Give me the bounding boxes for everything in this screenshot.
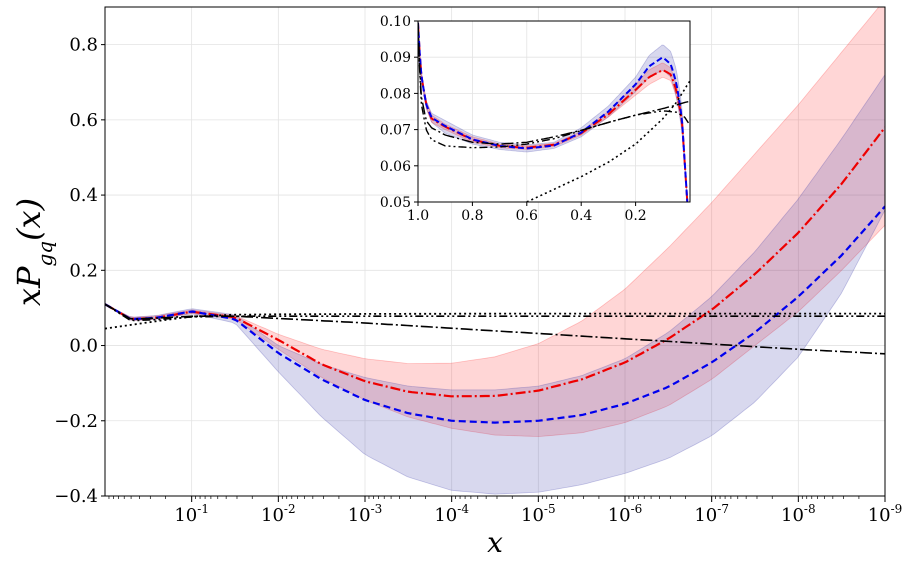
main-x-tick-label: 10-6 [608, 502, 643, 526]
inset-x-tick-label: 1.0 [407, 208, 429, 224]
main-x-tick-label-base: 10 [868, 505, 891, 526]
main-y-tick-label: 0.0 [69, 336, 98, 357]
main-x-tick-label-base: 10 [521, 505, 544, 526]
y-axis-title-argument: (x) [10, 198, 48, 241]
inset-y-axis-ticks: 0.05 0.06 0.07 0.08 0.09 0.10 [380, 14, 418, 211]
main-x-axis-ticks: 10-1 10-2 10-3 10-4 10-5 10-6 10-7 10-8 10-9 [108, 496, 903, 526]
inset-series-lines [418, 22, 690, 202]
main-x-tick-label-exponent: -7 [717, 502, 729, 516]
black-dotted [105, 312, 885, 330]
main-y-tick-label: −0.2 [54, 411, 98, 432]
inset-y-tick-label: 0.08 [380, 86, 411, 102]
main-x-tick-label-base: 10 [174, 505, 197, 526]
main-x-tick-label: 10-3 [348, 502, 383, 526]
y-axis-title-subscript: gq [33, 241, 57, 267]
main-x-tick-label: 10-5 [521, 502, 556, 526]
x-axis-title: x [487, 526, 503, 559]
inset-blue-central [418, 22, 689, 202]
main-x-tick-label: 10-1 [174, 502, 209, 526]
main-x-tick-label-base: 10 [348, 505, 371, 526]
inset-plot: 0.05 0.06 0.07 0.08 0.09 0.10 1.0 0.8 0.6 0.4 0.2 [380, 14, 691, 224]
inset-black-dashdotdot [418, 22, 690, 149]
main-x-tick-label: 10-2 [261, 502, 296, 526]
inset-x-axis-ticks: 1.0 0.8 0.6 0.4 0.2 [407, 202, 647, 224]
inset-y-tick-label: 0.06 [380, 159, 411, 175]
main-y-tick-label: 0.4 [69, 185, 98, 206]
inset-x-tick-label: 0.8 [461, 208, 483, 224]
main-x-tick-label-exponent: -3 [371, 502, 383, 516]
main-series-lines [105, 126, 885, 424]
inset-black-dotted [526, 80, 690, 202]
main-x-tick-label: 10-8 [781, 502, 816, 526]
red-central [105, 126, 885, 398]
inset-x-tick-label: 0.4 [570, 208, 592, 224]
main-x-tick-label-exponent: -2 [284, 502, 296, 516]
inset-y-tick-label: 0.07 [380, 123, 411, 139]
main-y-tick-label: −0.4 [54, 486, 98, 507]
main-x-tick-label-exponent: -1 [197, 502, 209, 516]
main-x-tick-label-base: 10 [261, 505, 284, 526]
main-y-tick-label: 0.2 [69, 260, 98, 281]
inset-y-tick-label: 0.10 [380, 14, 411, 30]
y-axis-title-main: xP [10, 266, 48, 306]
main-plot-frame [104, 6, 886, 497]
inset-plot-frame [417, 20, 691, 203]
main-x-tick-label-base: 10 [694, 505, 717, 526]
main-x-tick-label-base: 10 [434, 505, 457, 526]
inset-black-dashdot [418, 22, 690, 145]
main-x-tick-label-exponent: -8 [804, 502, 816, 516]
blue-central [105, 205, 885, 424]
inset-x-tick-label: 0.6 [516, 208, 538, 224]
main-x-tick-label: 10-7 [694, 502, 729, 526]
main-x-tick-label-exponent: -6 [631, 502, 643, 516]
inset-plot-background [418, 21, 690, 202]
main-x-tick-label: 10-4 [434, 502, 469, 526]
main-x-tick-label: 10-9 [868, 502, 903, 526]
blue-band [105, 73, 885, 495]
black-dashdotdot [105, 303, 885, 322]
inset-x-tick-label: 0.2 [624, 208, 646, 224]
main-gridlines [105, 7, 886, 497]
inset-y-tick-label: 0.09 [380, 50, 411, 66]
inset-red-central [418, 22, 689, 202]
main-y-tick-label: 0.8 [69, 35, 98, 56]
main-x-tick-label-exponent: -4 [457, 502, 469, 516]
main-x-tick-label-base: 10 [781, 505, 804, 526]
main-y-axis-ticks: −0.4 −0.2 0.0 0.2 0.4 0.6 0.8 [54, 35, 105, 507]
y-axis-title: xPgq(x) [10, 198, 57, 306]
main-x-tick-label-exponent: -9 [891, 502, 903, 516]
main-x-tick-label-base: 10 [608, 505, 631, 526]
main-x-tick-label-exponent: -5 [544, 502, 556, 516]
inset-y-tick-label: 0.05 [380, 195, 411, 211]
main-y-tick-label: 0.6 [69, 110, 98, 131]
